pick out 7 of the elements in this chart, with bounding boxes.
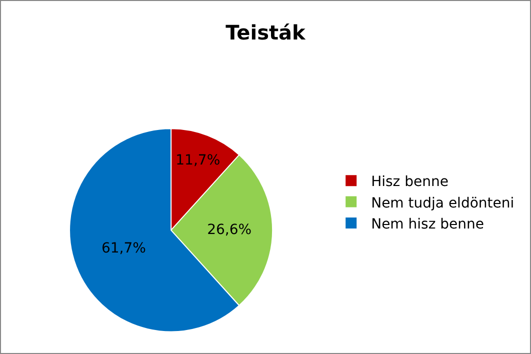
data-label: 11,7%	[176, 152, 220, 169]
chart-title: Teisták	[226, 20, 306, 45]
legend-label: Nem hisz benne	[371, 216, 484, 232]
data-label: 26,6%	[207, 222, 252, 238]
legend-label: Hisz benne	[371, 174, 448, 190]
legend-label: Nem tudja eldönteni	[371, 195, 514, 212]
data-label: 61,7%	[101, 240, 146, 256]
